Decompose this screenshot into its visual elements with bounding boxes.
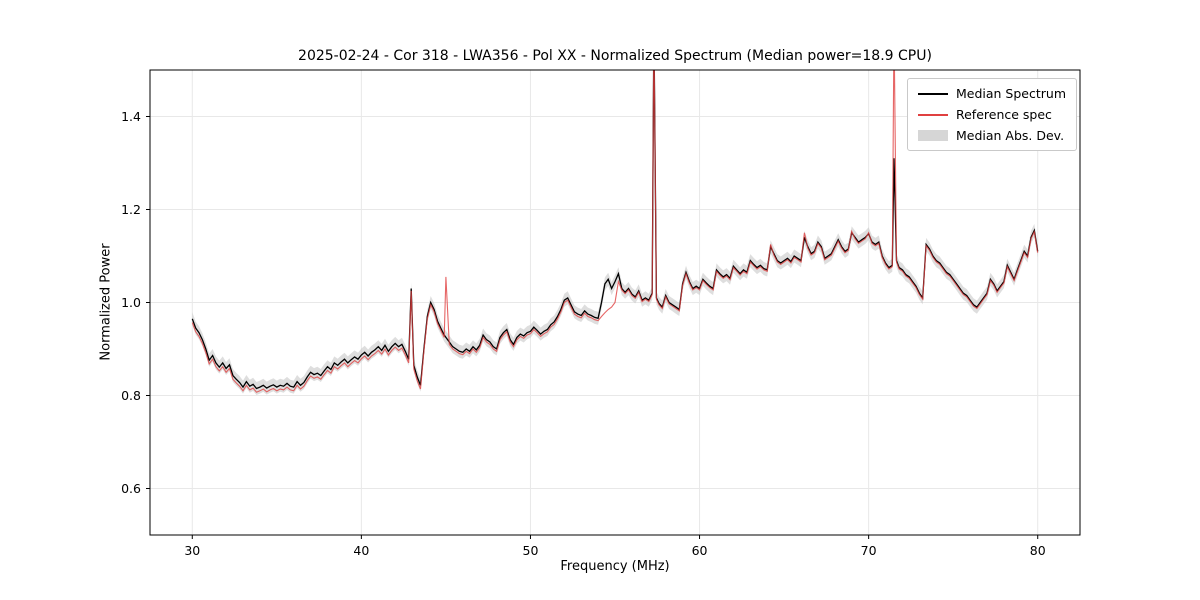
legend-label-reference: Reference spec <box>955 107 1052 122</box>
svg-text:1.4: 1.4 <box>121 109 141 124</box>
svg-text:80: 80 <box>1030 543 1046 558</box>
legend-item-reference: Reference spec <box>917 107 1066 122</box>
chart-title: 2025-02-24 - Cor 318 - LWA356 - Pol XX -… <box>298 48 932 64</box>
svg-text:30: 30 <box>184 543 200 558</box>
svg-text:40: 40 <box>353 543 369 558</box>
legend-item-median: Median Spectrum <box>917 86 1066 101</box>
svg-text:0.8: 0.8 <box>121 388 141 403</box>
legend-label-mad: Median Abs. Dev. <box>955 128 1065 143</box>
legend-label-median: Median Spectrum <box>955 86 1066 101</box>
svg-text:60: 60 <box>692 543 708 558</box>
reference-line-sample <box>917 113 948 116</box>
svg-text:50: 50 <box>523 543 539 558</box>
y-axis-label: Normalized Power <box>98 243 114 361</box>
svg-text:1.0: 1.0 <box>121 295 141 310</box>
svg-text:0.6: 0.6 <box>121 481 141 496</box>
svg-text:1.2: 1.2 <box>121 202 141 217</box>
legend-item-mad: Median Abs. Dev. <box>917 128 1066 143</box>
median-line-sample <box>917 92 948 95</box>
legend: Median Spectrum Reference spec Median Ab… <box>906 78 1077 151</box>
mad-patch-sample <box>917 130 948 141</box>
x-axis-label: Frequency (MHz) <box>560 559 670 574</box>
svg-text:70: 70 <box>861 543 877 558</box>
